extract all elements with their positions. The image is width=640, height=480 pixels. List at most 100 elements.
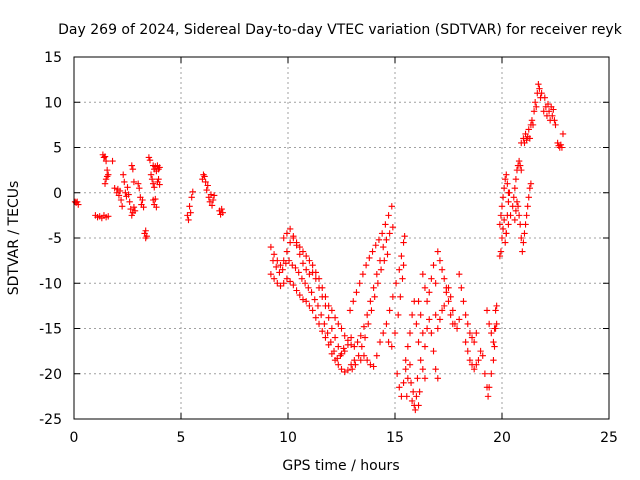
data-point	[370, 284, 377, 291]
data-point	[128, 212, 135, 219]
data-point	[402, 366, 409, 373]
data-point	[523, 137, 530, 144]
data-markers	[71, 80, 567, 414]
data-point	[373, 352, 381, 359]
data-point	[386, 230, 393, 237]
data-point	[406, 361, 414, 368]
data-point	[380, 329, 387, 337]
data-point	[436, 257, 444, 264]
data-point	[491, 325, 498, 332]
data-point	[121, 178, 128, 186]
data-point	[512, 175, 520, 183]
data-point	[525, 194, 532, 201]
data-point	[538, 90, 545, 97]
data-point	[505, 198, 512, 205]
data-point	[404, 375, 412, 382]
data-point	[398, 252, 405, 260]
data-point	[335, 361, 342, 368]
data-point	[102, 157, 110, 165]
data-point	[412, 406, 419, 414]
data-point	[445, 298, 452, 305]
data-point	[447, 293, 454, 301]
data-point	[421, 284, 429, 291]
data-point	[498, 203, 506, 210]
data-point	[399, 275, 406, 282]
data-point	[388, 203, 395, 210]
data-point	[536, 85, 543, 92]
x-tick-label: 15	[386, 430, 404, 446]
data-point	[521, 230, 528, 237]
data-point	[400, 261, 407, 269]
data-point	[116, 187, 124, 195]
data-point	[335, 320, 342, 328]
data-point	[485, 384, 493, 391]
data-point	[356, 280, 363, 287]
data-point	[378, 230, 386, 237]
data-point	[488, 329, 495, 337]
data-point	[201, 173, 208, 180]
data-point	[352, 361, 359, 368]
data-point	[341, 332, 348, 339]
data-point	[479, 352, 486, 359]
data-point	[302, 266, 310, 273]
data-point	[367, 298, 374, 305]
data-point	[283, 248, 291, 255]
data-point	[490, 338, 497, 346]
data-point	[502, 239, 509, 246]
data-point	[513, 198, 521, 205]
data-point	[485, 320, 493, 328]
data-point	[302, 298, 310, 305]
data-point	[558, 144, 566, 151]
data-point	[529, 121, 537, 129]
data-point	[490, 356, 497, 364]
data-point	[315, 275, 323, 282]
data-point	[441, 275, 448, 282]
data-point	[354, 338, 361, 346]
data-point	[361, 334, 369, 341]
data-point	[458, 284, 465, 291]
data-point	[363, 356, 371, 364]
data-point	[135, 180, 142, 187]
data-point	[202, 178, 209, 186]
data-point	[385, 338, 392, 346]
y-tick-label: -15	[39, 322, 62, 338]
data-point	[319, 328, 326, 335]
data-point	[507, 212, 514, 219]
data-point	[438, 307, 446, 314]
data-point	[125, 191, 132, 198]
data-point	[402, 356, 409, 364]
data-point	[524, 203, 531, 210]
data-point	[105, 213, 112, 220]
data-point	[203, 186, 210, 194]
data-point	[397, 293, 404, 301]
data-point	[505, 221, 512, 228]
data-point	[510, 194, 517, 201]
data-point	[403, 393, 410, 400]
data-point	[208, 202, 216, 209]
data-point	[441, 302, 448, 310]
data-point	[393, 370, 401, 377]
data-point	[350, 298, 357, 305]
data-point	[325, 314, 332, 321]
data-point	[426, 316, 433, 323]
data-point	[434, 375, 441, 382]
data-point	[131, 207, 139, 215]
data-point	[389, 293, 397, 301]
data-point	[317, 311, 325, 319]
data-point	[298, 275, 306, 282]
data-point	[456, 271, 463, 278]
data-point	[344, 366, 352, 374]
data-point	[277, 282, 284, 290]
data-point	[282, 260, 290, 267]
data-point	[143, 232, 150, 240]
data-point	[500, 216, 508, 224]
data-point	[102, 175, 110, 183]
data-point	[415, 402, 422, 409]
data-point	[535, 80, 542, 88]
data-point	[293, 287, 300, 294]
data-point	[124, 184, 131, 191]
data-point	[496, 221, 504, 228]
data-point	[184, 212, 191, 219]
